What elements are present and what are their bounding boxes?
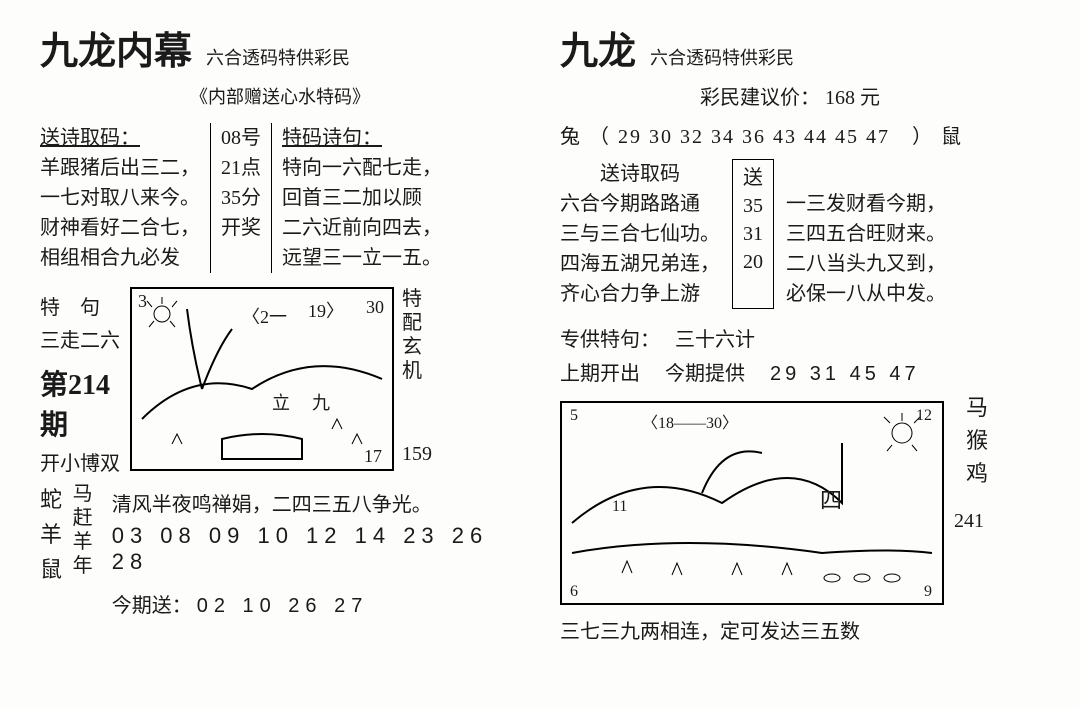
sk-num: 〈2一 (242, 303, 287, 329)
line1-label: 专供特句： (560, 329, 660, 351)
sk-num: 17 (364, 446, 382, 467)
right-feature-row: 5 〈18——30〉 12 四 11 6 9 马猴鸡 241 (560, 391, 1040, 605)
price-label: 彩民建议价： (700, 87, 820, 109)
poem-right-line: 远望三一立一五。 (282, 243, 442, 273)
zodiac-nums: （ 29 30 32 34 36 43 44 45 47 ） (589, 126, 934, 148)
r-poem-left-line: 齐心合力争上游 (560, 279, 720, 309)
line2-b: 今期提供 (665, 363, 745, 385)
poem-left-line: 一七对取八来今。 (40, 183, 200, 213)
line2-nums: 29 31 45 47 (770, 363, 920, 385)
poem-mid-line: 开奖 (221, 213, 261, 243)
poem-mid-line: 21点 (221, 153, 261, 183)
r-poem-mid-line: 35 (743, 192, 763, 220)
price-value: 168 元 (825, 87, 880, 109)
r-poem-left-title: 送诗取码 (560, 159, 720, 189)
left-caption: 清风半夜鸣禅娟，二四三五八争光。 (112, 488, 520, 517)
poem-mid-line: 35分 (221, 183, 261, 213)
zodiac-b: 鼠 (941, 126, 963, 148)
zodiac-mid: 马赶羊年 (73, 482, 96, 618)
left-under-num: 159 (402, 443, 432, 466)
zodiac-item: 鼠 (40, 552, 73, 587)
r-poem-mid-line: 送 (743, 164, 763, 192)
r-poem-left-line: 六合今期路路通 (560, 189, 720, 219)
right-bottom-caption: 三七三九两相连，定可发达三五数 (560, 615, 1040, 644)
poem-left-title: 送诗取码： (40, 123, 200, 153)
right-under-num: 241 (954, 510, 990, 533)
issue-number: 第214期 (40, 363, 130, 443)
sk-num: 九 (312, 389, 330, 415)
side-label-1a: 特 句 (40, 291, 130, 320)
left-numbers: 03 08 09 10 12 14 23 26 28 (112, 523, 520, 575)
left-panel: 九龙内幕 六合透码特供彩民 《内部赠送心水特码》 送诗取码： 羊跟猪后出三二， … (40, 20, 520, 689)
sk-num: 30 (366, 297, 384, 318)
sk-num: 12 (916, 407, 932, 425)
poem-right-line: 回首三二加以顾 (282, 183, 442, 213)
left-right-vlabel: 特配玄机 (402, 287, 426, 383)
poem-right-title: 特码诗句： (282, 123, 442, 153)
left-sketch: 3 〈2一 19〉 30 立 九 17 (130, 287, 394, 471)
poem-left-line: 财神看好二合七， (40, 213, 200, 243)
sk-num: 19〉 (308, 297, 344, 323)
r-poem-right-line: 必保一八从中发。 (786, 279, 946, 309)
send-nums: 02 10 26 27 (197, 595, 369, 617)
poem-mid-line: 08号 (221, 123, 261, 153)
zodiac-a: 兔 (560, 126, 582, 148)
r-poem-right-line: 三四五合旺财来。 (786, 219, 946, 249)
r-poem-mid-line: 20 (743, 248, 763, 276)
left-poem-block: 送诗取码： 羊跟猪后出三二， 一七对取八来今。 财神看好二合七， 相组相合九必发… (40, 123, 520, 273)
left-subtitle: 六合透码特供彩民 (206, 48, 350, 68)
side-label-1b: 三走二六 (40, 324, 130, 353)
sk-num: 9 (924, 583, 932, 601)
left-feature-row: 特 句 三走二六 第214期 开小博双 3 〈2一 19〉 30 立 九 17 … (40, 287, 520, 476)
poem-left-line: 羊跟猪后出三二， (40, 153, 200, 183)
r-poem-right-line: 一三发财看今期， (786, 189, 946, 219)
right-panel: 九龙 六合透码特供彩民 彩民建议价： 168 元 兔 （ 29 30 32 34… (560, 20, 1040, 689)
r-poem-mid-line: 31 (743, 220, 763, 248)
line1-val: 三十六计 (675, 329, 755, 351)
poem-right-line: 特向一六配七走， (282, 153, 442, 183)
sk-num: 立 (272, 389, 290, 415)
right-vlabel: 马猴鸡 (966, 391, 990, 490)
send-label: 今期送： (112, 595, 192, 617)
left-title: 九龙内幕 (40, 20, 192, 75)
poem-left-line: 相组相合九必发 (40, 243, 200, 273)
poem-right-line: 二六近前向四去， (282, 213, 442, 243)
zodiac-item: 羊 (40, 517, 73, 552)
side-label-2: 开小博双 (40, 447, 130, 476)
r-poem-left-line: 四海五湖兄弟连， (560, 249, 720, 279)
r-poem-right-line: 二八当头九又到， (786, 249, 946, 279)
right-poem-block: 送诗取码 六合今期路路通 三与三合七仙功。 四海五湖兄弟连， 齐心合力争上游 送… (560, 159, 1040, 309)
sk-num: 〈18——30〉 (642, 409, 738, 433)
sk-num: 5 (570, 407, 578, 425)
right-subtitle: 六合透码特供彩民 (650, 48, 794, 68)
sk-num: 11 (612, 498, 627, 516)
sk-num: 3 (138, 291, 147, 312)
sk-num: 四 (820, 483, 842, 515)
zodiac-item: 蛇 (40, 482, 73, 517)
right-title: 九龙 (560, 20, 636, 75)
left-quote: 《内部赠送心水特码》 (40, 83, 520, 109)
right-sketch: 5 〈18——30〉 12 四 11 6 9 (560, 401, 944, 605)
r-poem-left-line: 三与三合七仙功。 (560, 219, 720, 249)
line2-a: 上期开出 (560, 363, 640, 385)
sk-num: 6 (570, 583, 578, 601)
